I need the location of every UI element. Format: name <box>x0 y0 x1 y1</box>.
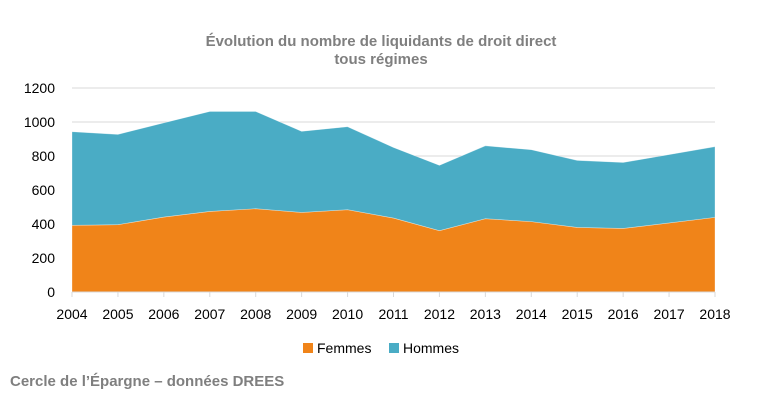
x-tick-label: 2006 <box>148 306 179 322</box>
source-footer: Cercle de l’Épargne – données DREES <box>10 373 285 390</box>
x-tick-label: 2005 <box>102 306 133 322</box>
x-tick-label: 2017 <box>653 306 684 322</box>
chart-title: Évolution du nombre de liquidants de dro… <box>206 33 557 50</box>
y-tick-label: 400 <box>32 216 56 232</box>
y-tick-label: 0 <box>47 284 55 300</box>
x-tick-label: 2013 <box>470 306 501 322</box>
legend-label-femmes: Femmes <box>317 340 371 356</box>
x-tick-label: 2018 <box>699 306 730 322</box>
chart-subtitle: tous régimes <box>334 51 427 68</box>
area-hommes <box>71 111 716 231</box>
x-tick-label: 2012 <box>424 306 455 322</box>
x-tick-label: 2010 <box>332 306 363 322</box>
legend-swatch-femmes <box>303 343 313 353</box>
x-tick-label: 2015 <box>562 306 593 322</box>
y-tick-label: 1200 <box>24 80 55 96</box>
legend-label-hommes: Hommes <box>403 340 459 356</box>
y-tick-label: 1000 <box>24 114 55 130</box>
x-tick-label: 2008 <box>240 306 271 322</box>
y-tick-label: 800 <box>32 148 56 164</box>
x-tick-label: 2014 <box>516 306 547 322</box>
x-tick-label: 2004 <box>56 306 87 322</box>
x-tick-label: 2011 <box>378 306 408 322</box>
legend-swatch-hommes <box>389 343 399 353</box>
x-tick-label: 2007 <box>194 306 225 322</box>
y-tick-label: 200 <box>32 250 56 266</box>
x-tick-label: 2016 <box>608 306 639 322</box>
y-tick-label: 600 <box>32 182 56 198</box>
x-tick-label: 2009 <box>286 306 317 322</box>
